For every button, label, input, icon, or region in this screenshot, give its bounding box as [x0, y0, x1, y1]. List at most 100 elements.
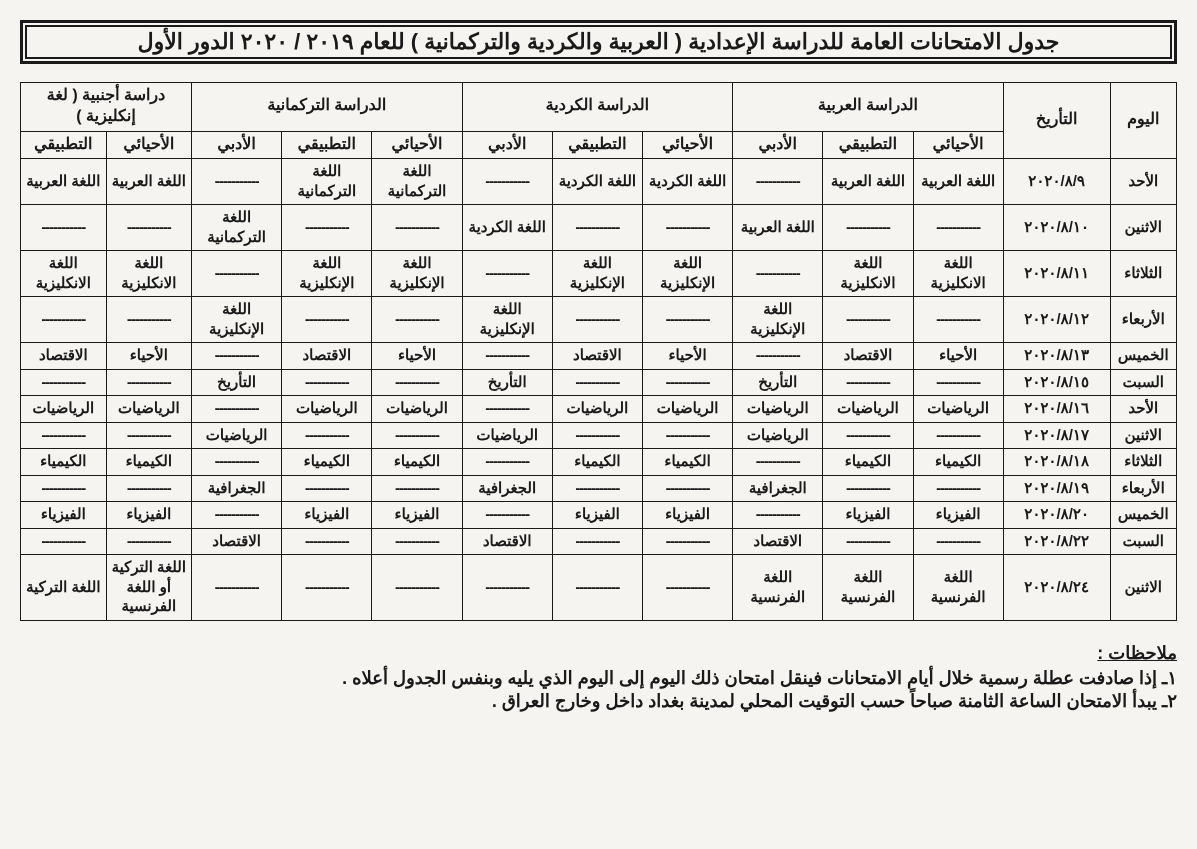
cell-subject: اللغة الكردية — [552, 159, 642, 205]
table-header: اليوم التأريخ الدراسة العربية الدراسة ال… — [21, 83, 1177, 159]
cell-subject: اللغة الفرنسية — [733, 555, 823, 621]
cell-subject: الكيمياء — [823, 449, 913, 476]
cell-subject: الرياضيات — [192, 422, 282, 449]
cell-subject: الاقتصاد — [21, 343, 107, 370]
cell-subject: ----------- — [462, 449, 552, 476]
cell-subject: ----------- — [913, 369, 1003, 396]
cell-date: ٢٠٢٠/٨/٢٢ — [1003, 528, 1110, 555]
cell-subject: اللغة التركمانية — [282, 159, 372, 205]
header-sub-app: التطبيقي — [552, 131, 642, 159]
cell-date: ٢٠٢٠/٨/١٣ — [1003, 343, 1110, 370]
cell-subject: الجغرافية — [192, 475, 282, 502]
cell-subject: ----------- — [462, 343, 552, 370]
cell-subject: ----------- — [462, 251, 552, 297]
cell-subject: الفيزياء — [913, 502, 1003, 529]
cell-subject: الأحياء — [913, 343, 1003, 370]
cell-date: ٢٠٢٠/٨/٩ — [1003, 159, 1110, 205]
cell-subject: ----------- — [642, 205, 732, 251]
table-row: الثلاثاء٢٠٢٠/٨/١١اللغة الانكليزيةاللغة ا… — [21, 251, 1177, 297]
document-page: جدول الامتحانات العامة للدراسة الإعدادية… — [20, 20, 1177, 712]
cell-subject: ----------- — [372, 205, 462, 251]
cell-day: الأحد — [1110, 396, 1176, 423]
cell-subject: اللغة الانكليزية — [823, 251, 913, 297]
cell-subject: اللغة الإنكليزية — [462, 297, 552, 343]
cell-subject: ----------- — [552, 475, 642, 502]
cell-subject: ----------- — [106, 475, 191, 502]
cell-subject: ----------- — [913, 475, 1003, 502]
notes-line: ٢ـ يبدأ الامتحان الساعة الثامنة صباحاً ح… — [20, 691, 1177, 712]
cell-subject: اللغة العربية — [21, 159, 107, 205]
cell-subject: الرياضيات — [642, 396, 732, 423]
cell-subject: الفيزياء — [823, 502, 913, 529]
cell-subject: الأحياء — [106, 343, 191, 370]
table-row: الأربعاء٢٠٢٠/٨/١٩----------------------ا… — [21, 475, 1177, 502]
cell-date: ٢٠٢٠/٨/١٢ — [1003, 297, 1110, 343]
cell-subject: اللغة التركمانية — [192, 205, 282, 251]
cell-subject: الأحياء — [642, 343, 732, 370]
table-row: السبت٢٠٢٠/٨/١٥----------------------التأ… — [21, 369, 1177, 396]
cell-subject: ----------- — [913, 528, 1003, 555]
cell-subject: اللغة الإنكليزية — [733, 297, 823, 343]
cell-subject: ----------- — [462, 502, 552, 529]
table-row: الاثنين٢٠٢٠/٨/١٠----------------------ال… — [21, 205, 1177, 251]
cell-subject: ----------- — [21, 422, 107, 449]
cell-subject: ----------- — [642, 422, 732, 449]
cell-subject: الكيمياء — [372, 449, 462, 476]
cell-subject: ----------- — [106, 369, 191, 396]
cell-subject: اللغة الإنكليزية — [642, 251, 732, 297]
cell-subject: الكيمياء — [282, 449, 372, 476]
cell-date: ٢٠٢٠/٨/١٦ — [1003, 396, 1110, 423]
cell-subject: التأريخ — [733, 369, 823, 396]
cell-subject: ----------- — [282, 369, 372, 396]
cell-subject: ----------- — [106, 205, 191, 251]
cell-subject: الكيمياء — [106, 449, 191, 476]
cell-subject: ----------- — [282, 205, 372, 251]
cell-subject: الاقتصاد — [282, 343, 372, 370]
cell-subject: الاقتصاد — [823, 343, 913, 370]
cell-date: ٢٠٢٠/٨/١٥ — [1003, 369, 1110, 396]
cell-subject: ----------- — [733, 251, 823, 297]
cell-subject: ----------- — [106, 422, 191, 449]
cell-subject: ----------- — [192, 159, 282, 205]
cell-subject: ----------- — [552, 369, 642, 396]
cell-subject: التأريخ — [192, 369, 282, 396]
cell-subject: التأريخ — [462, 369, 552, 396]
header-group-arabic: الدراسة العربية — [733, 83, 1004, 132]
cell-subject: ----------- — [462, 159, 552, 205]
notes-title: ملاحظات : — [20, 643, 1177, 664]
cell-subject: الكيمياء — [21, 449, 107, 476]
cell-subject: ----------- — [372, 555, 462, 621]
cell-subject: ----------- — [552, 422, 642, 449]
cell-day: الاثنين — [1110, 555, 1176, 621]
cell-subject: ----------- — [913, 297, 1003, 343]
cell-subject: الرياضيات — [913, 396, 1003, 423]
cell-subject: اللغة الإنكليزية — [372, 251, 462, 297]
cell-day: السبت — [1110, 528, 1176, 555]
header-sub-bio: الأحيائي — [913, 131, 1003, 159]
cell-subject: اللغة التركية — [21, 555, 107, 621]
cell-day: الخميس — [1110, 502, 1176, 529]
cell-subject: ----------- — [372, 475, 462, 502]
cell-subject: اللغة الانكليزية — [106, 251, 191, 297]
cell-subject: ----------- — [823, 369, 913, 396]
cell-subject: الاقتصاد — [733, 528, 823, 555]
cell-subject: الكيمياء — [552, 449, 642, 476]
header-sub-bio: الأحيائي — [372, 131, 462, 159]
cell-date: ٢٠٢٠/٨/١٩ — [1003, 475, 1110, 502]
cell-subject: الرياضيات — [372, 396, 462, 423]
table-row: الأحد٢٠٢٠/٨/١٦الرياضياتالرياضياتالرياضيا… — [21, 396, 1177, 423]
cell-subject: ----------- — [733, 159, 823, 205]
cell-subject: ----------- — [733, 343, 823, 370]
cell-subject: ----------- — [21, 297, 107, 343]
cell-subject: اللغة الإنكليزية — [282, 251, 372, 297]
cell-subject: ----------- — [282, 422, 372, 449]
cell-subject: ----------- — [282, 297, 372, 343]
cell-subject: ----------- — [823, 205, 913, 251]
cell-subject: ----------- — [823, 422, 913, 449]
table-row: الأربعاء٢٠٢٠/٨/١٢----------------------ا… — [21, 297, 1177, 343]
cell-subject: ----------- — [733, 449, 823, 476]
cell-day: الثلاثاء — [1110, 251, 1176, 297]
table-row: الثلاثاء٢٠٢٠/٨/١٨الكيمياءالكيمياء-------… — [21, 449, 1177, 476]
cell-subject: الاقتصاد — [462, 528, 552, 555]
cell-subject: ----------- — [552, 205, 642, 251]
